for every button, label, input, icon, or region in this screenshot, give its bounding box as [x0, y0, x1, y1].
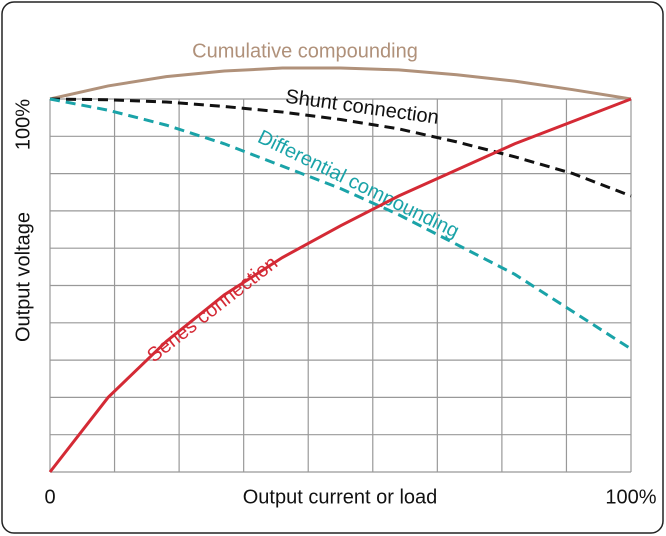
line [49, 66, 632, 101]
series-label: Cumulative compounding [192, 40, 418, 62]
x-axis-label: Output current or load [243, 486, 438, 508]
y-tick-label: 100% [12, 99, 34, 150]
line [49, 97, 632, 198]
y-axis-label: Output voltage [12, 212, 34, 342]
line [48, 97, 632, 473]
line [49, 97, 632, 351]
x-tick-label: 100% [605, 486, 656, 508]
x-tick-label: 0 [44, 486, 55, 508]
